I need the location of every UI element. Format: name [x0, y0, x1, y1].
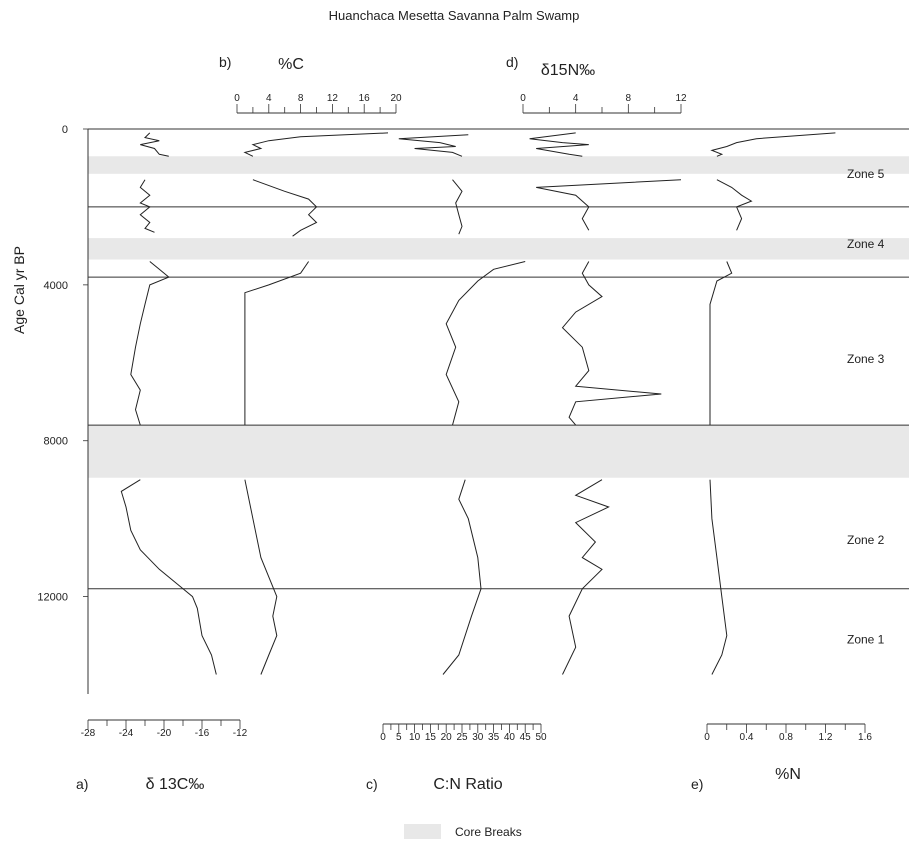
x-tick-label: 20: [441, 732, 453, 743]
panel-letter: b): [219, 54, 231, 70]
data-trace: [243, 132, 389, 157]
x-tick-label: 0.8: [779, 732, 793, 743]
y-tick-label: 4000: [44, 280, 68, 292]
core-break-band: [88, 425, 909, 478]
x-tick-label: 30: [472, 732, 484, 743]
x-tick-label: 35: [488, 732, 500, 743]
y-tick-label: 8000: [44, 436, 68, 448]
data-trace: [561, 261, 662, 426]
x-tick-label: 0: [704, 732, 710, 743]
x-tick-label: 45: [520, 732, 532, 743]
data-trace: [140, 132, 169, 157]
data-trace: [710, 132, 836, 157]
x-tick-label: 8: [626, 93, 632, 104]
panel-a: -28 -24 -20 -16 -12 a) δ 13C‰: [76, 132, 248, 793]
y-tick-label: 12000: [37, 592, 68, 604]
x-tick-label: 0: [380, 732, 386, 743]
panel-axis-title: δ 13C‰: [146, 776, 205, 793]
data-trace: [244, 479, 278, 675]
zone-boundaries: [88, 128, 909, 590]
data-trace: [442, 479, 482, 675]
y-tick-label: 0: [62, 124, 68, 136]
data-trace: [709, 479, 728, 675]
x-tick-label: 50: [535, 732, 547, 743]
data-trace: [716, 179, 753, 231]
x-tick-label: 25: [456, 732, 468, 743]
legend-swatch: [404, 824, 441, 839]
x-tick-label: 10: [409, 732, 421, 743]
data-trace: [445, 261, 526, 426]
y-axis: 0 4000 8000 12000: [37, 124, 89, 694]
panel-e: 0 0.4 0.8 1.2 1.6 e) %N: [691, 132, 872, 792]
x-tick-label: 0.4: [740, 732, 754, 743]
x-tick-label: -24: [119, 728, 134, 739]
data-trace: [120, 479, 217, 675]
proxy-panels: -28 -24 -20 -16 -12a) δ 13C‰0 4 8 12 16 20b) %C0 5 10…: [76, 54, 872, 793]
panel-letter: a): [76, 776, 88, 792]
data-trace: [452, 179, 463, 235]
panel-letter: e): [691, 776, 703, 792]
x-tick-label: -12: [233, 728, 248, 739]
panel-b: 0 4 8 12 16 20 b) %C: [219, 54, 402, 675]
panel-axis-title: %C: [278, 56, 304, 73]
legend: Core Breaks: [404, 824, 522, 839]
panel-c: 0 5 10 15 20 25 30 35 40 45 50 c) C:N Ratio: [366, 134, 547, 793]
x-tick-label: 0: [234, 93, 240, 104]
panel-letter: c): [366, 776, 378, 792]
x-tick-label: 0: [520, 93, 526, 104]
x-tick-label: 5: [396, 732, 402, 743]
x-tick-label: 12: [327, 93, 339, 104]
data-trace: [130, 261, 170, 426]
x-tick-label: 15: [425, 732, 437, 743]
x-tick-label: 16: [359, 93, 371, 104]
data-trace: [244, 261, 310, 426]
data-trace: [139, 179, 155, 233]
panel-axis-title: %N: [775, 766, 801, 783]
data-trace: [562, 479, 610, 675]
legend-label: Core Breaks: [455, 825, 522, 839]
x-tick-label: -28: [81, 728, 96, 739]
x-tick-label: 20: [390, 93, 402, 104]
x-tick-label: -16: [195, 728, 210, 739]
zone-label: Zone 3: [847, 352, 885, 366]
x-tick-label: -20: [157, 728, 172, 739]
panel-axis-title: C:N Ratio: [433, 776, 502, 793]
zone-label: Zone 2: [847, 533, 885, 547]
data-trace: [398, 134, 469, 157]
core-break-band: [88, 238, 909, 260]
core-break-band: [88, 156, 909, 174]
data-trace: [529, 132, 589, 157]
x-tick-label: 12: [675, 93, 687, 104]
chart-title: Huanchaca Mesetta Savanna Palm Swamp: [329, 8, 580, 23]
data-trace: [252, 179, 318, 237]
zone-label: Zone 4: [847, 237, 885, 251]
data-trace: [709, 261, 733, 426]
zone-label: Zone 1: [847, 632, 885, 646]
zone-labels: Zone 5 Zone 4 Zone 3 Zone 2 Zone 1: [847, 167, 885, 647]
core-breaks: [88, 156, 909, 478]
data-trace: [536, 179, 682, 231]
y-axis-label: Age Cal yr BP: [11, 246, 27, 334]
panel-letter: d): [506, 54, 518, 70]
x-tick-label: 1.2: [819, 732, 833, 743]
panel-d: 0 4 8 12 d) δ15N‰: [506, 54, 687, 675]
panel-axis-title: δ15N‰: [541, 62, 595, 79]
x-tick-label: 4: [573, 93, 579, 104]
x-tick-label: 8: [298, 93, 304, 104]
x-tick-label: 1.6: [858, 732, 872, 743]
zone-label: Zone 5: [847, 167, 885, 181]
x-tick-label: 40: [504, 732, 516, 743]
x-tick-label: 4: [266, 93, 272, 104]
